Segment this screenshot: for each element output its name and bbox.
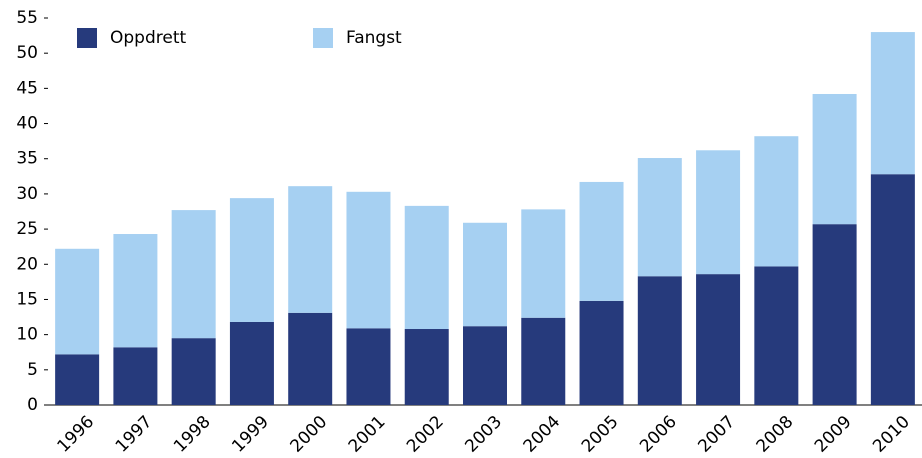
- y-tick-label: 15: [16, 289, 38, 309]
- bar-segment: [637, 158, 682, 277]
- bar-segment: [696, 274, 741, 405]
- bar-segment: [870, 32, 915, 175]
- y-tick-label: 5: [27, 360, 38, 380]
- bar-segment: [404, 205, 449, 330]
- bar-segment: [55, 354, 100, 405]
- bar-segment: [288, 312, 333, 405]
- bar-segment: [812, 93, 857, 225]
- bar-segment: [870, 174, 915, 405]
- x-tick-label: 2004: [520, 412, 565, 457]
- bar-segment: [113, 234, 158, 348]
- bar-segment: [55, 248, 100, 355]
- bar-segment: [637, 276, 682, 405]
- bar-segment: [171, 338, 216, 405]
- x-tick-label: 2009: [811, 412, 856, 457]
- bar-segment: [754, 266, 799, 405]
- y-tick-label: 10: [16, 325, 38, 345]
- y-tick-label: 30: [16, 184, 38, 204]
- legend-label: Fangst: [346, 28, 402, 48]
- bar-segment: [812, 224, 857, 405]
- bar-segment: [404, 329, 449, 405]
- y-tick-label: 0: [27, 395, 38, 415]
- x-tick-label: 2005: [578, 412, 623, 457]
- bar-segment: [696, 150, 741, 275]
- x-tick-label: 2002: [403, 412, 448, 457]
- bar-segment: [229, 321, 274, 405]
- y-tick-label: 25: [16, 219, 38, 239]
- bar-segment: [171, 210, 216, 339]
- y-tick-label: 50: [16, 43, 38, 63]
- bar-segment: [463, 222, 507, 327]
- y-tick-label: 40: [16, 114, 38, 134]
- bar-segment: [346, 328, 391, 405]
- legend-swatch: [313, 28, 333, 48]
- x-tick-label: 2008: [753, 412, 798, 457]
- x-tick-label: 2003: [461, 412, 506, 457]
- bar-segment: [579, 181, 624, 301]
- x-tick-label: 2001: [345, 412, 390, 457]
- bar-segment: [521, 317, 566, 405]
- y-tick-label: 20: [16, 254, 38, 274]
- bar-segment: [229, 198, 274, 322]
- y-tick-label: 55: [16, 8, 38, 28]
- bar-segment: [463, 326, 507, 405]
- x-tick-label: 1998: [170, 412, 215, 457]
- x-tick-label: 2006: [636, 412, 681, 457]
- bar-segment: [521, 209, 566, 318]
- bar-segment: [113, 347, 158, 405]
- bar-segment: [346, 191, 391, 329]
- x-tick-label: 1997: [112, 412, 157, 457]
- bar-segment: [579, 300, 624, 405]
- x-tick-label: 2007: [694, 412, 739, 457]
- x-tick-label: 1999: [228, 412, 273, 457]
- x-tick-label: 2010: [869, 412, 914, 457]
- y-tick-label: 35: [16, 149, 38, 169]
- x-tick-label: 1996: [53, 412, 98, 457]
- y-tick-label: 45: [16, 78, 38, 98]
- x-tick-label: 2000: [287, 412, 332, 457]
- legend-label: Oppdrett: [110, 28, 186, 48]
- legend-swatch: [77, 28, 97, 48]
- bar-segment: [754, 136, 799, 267]
- bar-segment: [288, 186, 333, 313]
